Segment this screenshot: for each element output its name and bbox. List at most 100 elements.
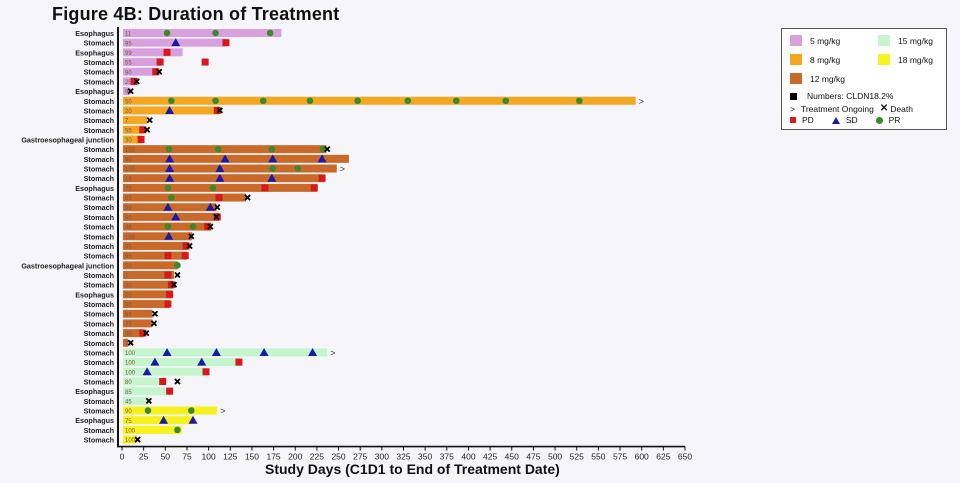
row-site-label: Stomach (84, 252, 114, 261)
row-site-label: Stomach (84, 68, 114, 77)
duration-bar (123, 358, 240, 367)
cldn-percent: 20 (125, 109, 132, 115)
duration-bar (123, 406, 218, 415)
swimmer-row: Stomach 25 (84, 77, 140, 86)
sd-marker (159, 415, 169, 424)
cldn-percent: 50 (125, 99, 132, 105)
pr-marker (212, 29, 219, 37)
row-site-label: Stomach (84, 39, 114, 48)
x-tick-label: 325 (396, 452, 410, 462)
swatch-8mgkg (790, 54, 802, 65)
x-tick-label: 25 (139, 452, 149, 462)
legend-label: PR (888, 115, 901, 125)
x-tick-label: 575 (613, 452, 627, 462)
legend-label: 18 mg/kg (898, 54, 933, 65)
pd-marker (167, 281, 175, 289)
swatch-15mgkg (878, 35, 890, 46)
cldn-percent: 100 (125, 428, 136, 434)
pr-marker (174, 262, 181, 269)
row-site-label: Stomach (84, 281, 114, 290)
row-site-label: Stomach (84, 319, 114, 328)
swimmer-row: Esophagus 75 (75, 183, 318, 193)
duration-bar (123, 290, 173, 299)
row-site-label: Stomach (84, 106, 114, 115)
cldn-percent: 100 (125, 438, 136, 444)
duration-bar (123, 280, 174, 289)
row-site-label: Gastroesophageal junction (21, 261, 114, 270)
pr-marker (165, 145, 173, 153)
death-marker (146, 116, 153, 124)
cldn-percent: 1 (125, 274, 129, 280)
cldn-percent: 50 (125, 264, 132, 270)
cldn-percent: 95 (125, 41, 132, 47)
sd-marker (317, 154, 327, 163)
row-site-label: Stomach (84, 97, 114, 106)
swimmer-row: Stomach 100 (84, 145, 331, 154)
cldn-percent: 80 (125, 332, 132, 338)
cldn-percent: 25 (125, 80, 132, 86)
legend-label: Treatment Ongoing (800, 103, 874, 114)
swimmer-row: Esophagus 11 (75, 29, 282, 38)
sd-marker (162, 347, 172, 356)
sd-marker (259, 347, 269, 356)
sd-marker (165, 164, 175, 173)
death-marker (174, 271, 181, 279)
row-site-label: Stomach (84, 368, 114, 377)
pr-marker (354, 97, 361, 105)
duration-bar (123, 435, 137, 444)
duration-bar (123, 67, 159, 76)
sd-marker (171, 212, 181, 221)
x-tick-label: 525 (570, 452, 584, 462)
swimmer-row: Esophagus 20 (75, 290, 174, 299)
pd-marker (137, 135, 145, 143)
x-tick-label: 125 (223, 452, 237, 462)
row-site-label: Esophagus (75, 48, 114, 57)
x-tick-label: 350 (418, 452, 432, 462)
duration-bar (123, 271, 174, 279)
swimmer-row: Stomach 90 (84, 67, 163, 77)
swimmer-row: Stomach 100 (84, 357, 243, 367)
death-marker (151, 310, 159, 317)
duration-bar (123, 48, 183, 57)
pd-marker (139, 126, 147, 134)
cldn-percent: 30 (125, 283, 132, 289)
legend-item-response: PD SD PR (790, 115, 900, 125)
cldn-percent: 98 (125, 225, 132, 231)
duration-bar (123, 377, 167, 386)
swimmer-row: Stomach 100 > (84, 164, 345, 174)
x-tick-label: 250 (331, 452, 345, 462)
x-tick-label: 200 (288, 452, 302, 462)
swimmer-row: Esophagus 99 (75, 48, 183, 57)
pd-marker (164, 300, 172, 308)
duration-bar (123, 164, 337, 173)
legend-label: 8 mg/kg (810, 54, 841, 65)
legend-item-numbers: Numbers: CLDN18.2% (790, 91, 893, 101)
x-tick-label: 50 (161, 452, 171, 462)
pd-marker (159, 377, 167, 385)
duration-bar (123, 193, 246, 202)
legend-item-12mgkg: 12 mg/kg (790, 73, 845, 84)
row-site-label: Stomach (84, 300, 114, 309)
legend-item-15mgkg: 15 mg/kg (878, 35, 933, 46)
duration-bar (123, 154, 349, 163)
x-tick-label: 500 (548, 452, 562, 462)
swatch-5mgkg (790, 35, 802, 46)
legend-label: Death (890, 103, 913, 114)
cldn-percent: 11 (125, 32, 132, 38)
row-site-label: Stomach (84, 77, 114, 86)
swimmer-row: Stomach 15 (84, 173, 326, 183)
pd-marker (182, 242, 190, 250)
x-tick-label: 225 (310, 452, 324, 462)
pr-marker (168, 97, 175, 105)
row-site-label: Stomach (84, 223, 114, 232)
death-marker (244, 194, 251, 201)
pr-marker (576, 97, 583, 105)
chart-title: Figure 4B: Duration of Treatment (52, 4, 340, 24)
pd-marker (222, 39, 230, 47)
legend-label: 12 mg/kg (810, 73, 845, 84)
cldn-percent: 100 (125, 148, 136, 154)
sd-marker (267, 173, 277, 182)
